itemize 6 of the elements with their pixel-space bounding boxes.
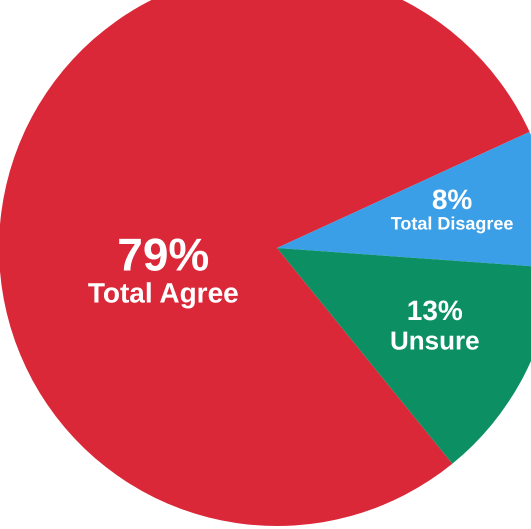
data-label: 13% [406,294,463,326]
slice-label: Total Agree [88,278,239,309]
slice-label: Unsure [390,326,480,356]
slice-label: Total Disagree [390,214,514,234]
data-label: 8% [432,184,472,215]
data-label: 79% [117,228,210,280]
